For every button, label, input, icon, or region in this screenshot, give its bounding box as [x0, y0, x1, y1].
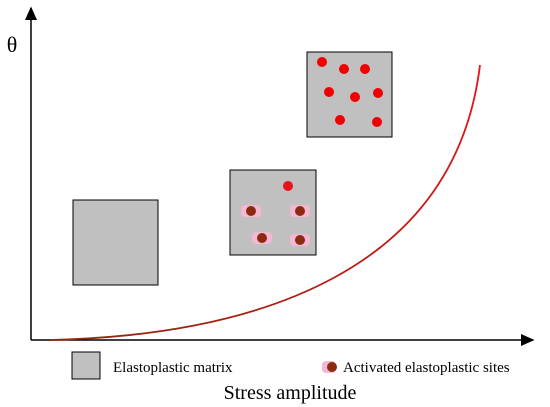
legend: Elastoplastic matrix Activated elastopla… — [71, 351, 510, 380]
legend-swatch — [71, 351, 101, 380]
sites — [317, 57, 383, 127]
legend-label: Elastoplastic matrix — [113, 360, 233, 376]
axes: θ Stress amplitude — [7, 6, 535, 404]
y-axis-label: θ — [7, 32, 18, 57]
legend-label: Activated elastoplastic sites — [343, 360, 510, 376]
fully-activated-box — [306, 51, 393, 138]
x-axis-label: Stress amplitude — [224, 382, 357, 404]
legend-swatch — [327, 362, 337, 372]
site — [283, 181, 293, 191]
partially-activated-box — [229, 169, 317, 256]
matrix-box — [72, 199, 159, 286]
activated-sites — [246, 206, 305, 245]
curve — [49, 64, 481, 341]
